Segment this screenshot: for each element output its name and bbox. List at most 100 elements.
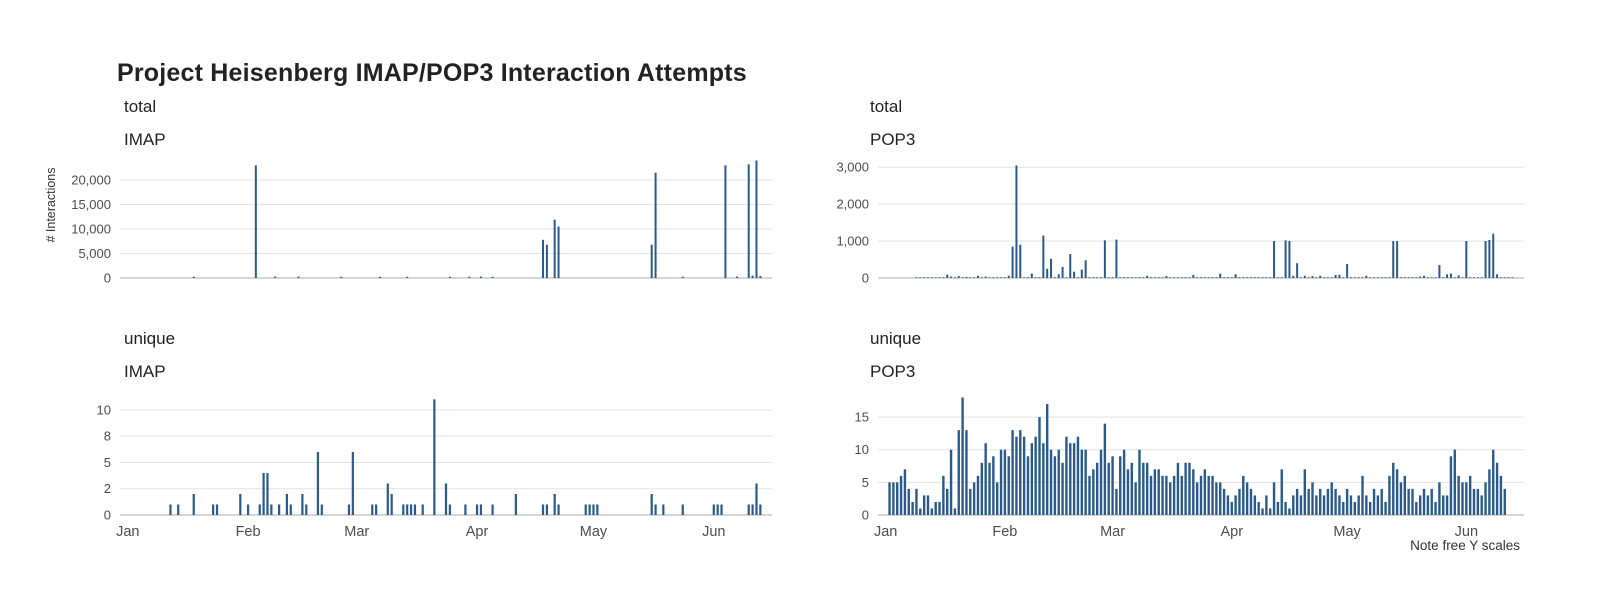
bar (755, 483, 758, 515)
bar (1492, 233, 1495, 278)
bar (1496, 274, 1499, 278)
bar (988, 462, 991, 515)
bar (1273, 241, 1276, 278)
facet-protocol-label-imap-bot: IMAP (124, 362, 166, 381)
bar (1334, 488, 1337, 515)
x-tick-label: Jun (702, 524, 725, 540)
bar (1265, 495, 1268, 515)
bar (305, 504, 308, 515)
bar (922, 495, 926, 515)
bar (1088, 277, 1091, 278)
bar (1453, 277, 1456, 278)
bar (351, 451, 354, 515)
bar (1495, 462, 1499, 515)
bar (1207, 475, 1210, 515)
bar (953, 508, 957, 515)
y-tick-label: 0 (104, 271, 111, 286)
bar (448, 276, 451, 278)
plot-unique-imap: 0 2 5 8 10 Jan Feb Mar Apr May Jun (97, 399, 772, 540)
bar (541, 504, 545, 515)
bar (1142, 462, 1145, 515)
y-tick-label: 0 (862, 508, 869, 523)
bar (1015, 165, 1018, 278)
bar (1465, 241, 1468, 278)
free-y-scales-note: Note free Y scales (1410, 538, 1520, 553)
bar (938, 501, 941, 515)
bar (1073, 271, 1076, 278)
bar (892, 482, 895, 515)
bar (1065, 436, 1068, 515)
bar (1195, 482, 1199, 515)
bar (1076, 277, 1079, 278)
bar (1453, 449, 1456, 515)
bar (491, 504, 494, 515)
bar (961, 397, 964, 515)
bar (1315, 495, 1318, 515)
bar (1484, 482, 1487, 515)
bar (1103, 240, 1106, 278)
bar (1415, 501, 1418, 515)
bar (1119, 456, 1122, 515)
bar (1368, 501, 1372, 515)
bar (1011, 430, 1014, 515)
facet-protocol-label-imap-top: IMAP (124, 130, 166, 149)
bar (1026, 456, 1030, 515)
bar (654, 172, 657, 278)
bar (1380, 488, 1383, 515)
bar (1092, 277, 1095, 278)
bar (1030, 443, 1034, 515)
bar (1480, 277, 1483, 278)
bar (1053, 277, 1056, 278)
facet-protocol-label-pop3-top: POP3 (870, 130, 916, 149)
bar (915, 488, 918, 515)
bar (192, 493, 195, 515)
bar (1000, 277, 1003, 278)
bar (588, 504, 591, 515)
bar (254, 165, 257, 278)
bar (1057, 274, 1060, 278)
bar (1042, 235, 1045, 278)
bar (973, 277, 976, 278)
bar (1153, 469, 1157, 515)
bar (413, 504, 417, 515)
bar (1249, 277, 1252, 278)
bar (1215, 482, 1218, 515)
bar (1469, 277, 1472, 278)
bar (938, 277, 941, 278)
bar (1188, 462, 1191, 515)
bar (1426, 495, 1430, 515)
bar (1292, 275, 1295, 278)
bar (1130, 462, 1133, 515)
bar (320, 504, 323, 515)
bar (1072, 443, 1076, 515)
bar (1392, 462, 1395, 515)
bar (911, 501, 914, 515)
bar (289, 504, 292, 515)
bar (514, 493, 517, 515)
bar (301, 493, 304, 515)
bar (1342, 501, 1345, 515)
x-tick-label: Jun (1455, 524, 1478, 540)
bar (1130, 277, 1133, 278)
bar (1388, 277, 1391, 278)
bar (930, 508, 934, 515)
x-tick-label: Jan (116, 524, 139, 540)
bar (662, 504, 665, 515)
bar (340, 276, 343, 278)
bar (557, 226, 560, 278)
bar (654, 504, 657, 515)
bar (1234, 274, 1237, 278)
bar (475, 504, 479, 515)
bar (1226, 277, 1229, 278)
bar (1038, 277, 1041, 278)
bar (1184, 462, 1187, 515)
bar (1392, 241, 1395, 278)
bar (1211, 475, 1214, 515)
bar (1349, 495, 1353, 515)
bar (1180, 475, 1183, 515)
bar (1203, 469, 1207, 515)
bar (949, 449, 953, 515)
bar (1007, 275, 1010, 278)
bar (1461, 277, 1464, 278)
bar (1222, 488, 1226, 515)
